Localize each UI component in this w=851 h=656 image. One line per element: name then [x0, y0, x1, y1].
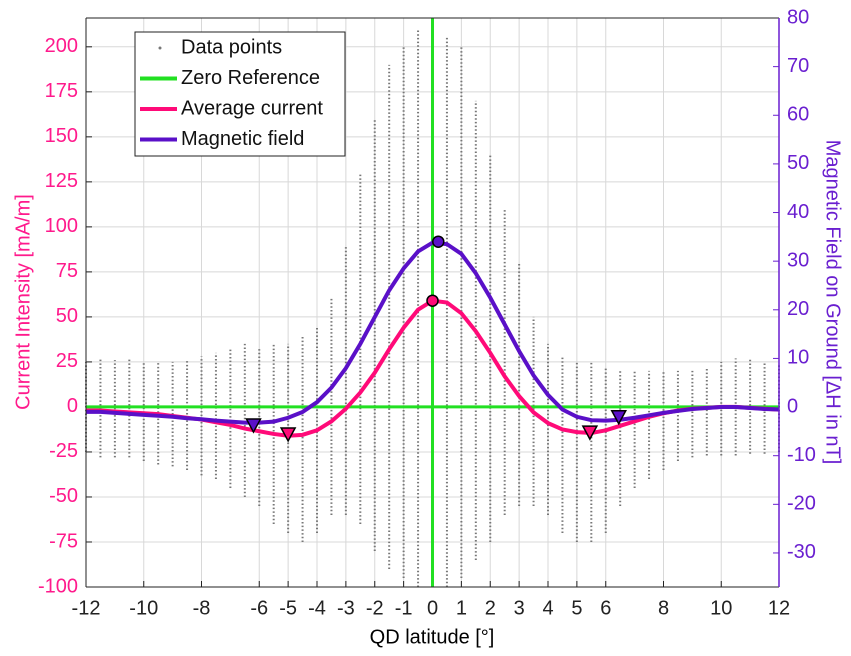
peak-marker: [432, 235, 445, 248]
x-tick-label: 12: [768, 597, 790, 619]
x-axis-label: QD latitude [°]: [370, 626, 495, 648]
x-tick-label: -4: [308, 597, 326, 619]
y2-tick-label: 30: [787, 249, 809, 271]
x-tick-label: 1: [456, 597, 467, 619]
x-tick-label: 8: [658, 597, 669, 619]
x-tick-label: 0: [427, 597, 438, 619]
y-tick-label: -100: [38, 575, 78, 597]
x-tick-label: -6: [250, 597, 268, 619]
y-tick-label: 0: [67, 395, 78, 417]
legend-label: Average current: [181, 97, 323, 119]
y-tick-label: 125: [45, 170, 78, 192]
y2-tick-label: -20: [787, 493, 816, 515]
y-tick-label: 200: [45, 35, 78, 57]
x-tick-label: -5: [279, 597, 297, 619]
peak-marker: [426, 294, 439, 307]
x-tick-label: 4: [542, 597, 553, 619]
y-tick-label: -25: [49, 440, 78, 462]
y2-tick-label: 60: [787, 104, 809, 126]
y2-tick-label: 70: [787, 55, 809, 77]
min-marker: [279, 427, 297, 443]
y-tick-label: 175: [45, 80, 78, 102]
y2-tick-label: -30: [787, 541, 816, 563]
x-tick-label: -8: [193, 597, 211, 619]
y2-axis-label: Magnetic Field on Ground [ΔH in nT]: [822, 140, 844, 465]
y2-tick-label: 0: [787, 395, 798, 417]
y-tick-label: 50: [56, 305, 78, 327]
min-marker: [581, 425, 599, 441]
legend-label: Magnetic field: [181, 128, 304, 150]
min-marker: [245, 418, 262, 434]
x-tick-label: -3: [337, 597, 355, 619]
y-tick-label: 150: [45, 125, 78, 147]
y2-tick-label: 10: [787, 347, 809, 369]
legend-label: Data points: [181, 36, 282, 58]
y-axis-label: Current Intensity [mA/m]: [12, 194, 34, 410]
y-tick-label: 75: [56, 260, 78, 282]
x-tick-label: 2: [485, 597, 496, 619]
y2-tick-label: 20: [787, 298, 809, 320]
y2-tick-label: -10: [787, 444, 816, 466]
y2-tick-label: 80: [787, 6, 809, 28]
y-tick-label: 100: [45, 215, 78, 237]
y-tick-label: 25: [56, 350, 78, 372]
y2-tick-label: 50: [787, 152, 809, 174]
y2-tick-label: 40: [787, 201, 809, 223]
x-tick-label: -12: [72, 597, 101, 619]
x-tick-label: -10: [129, 597, 158, 619]
legend-label: Zero Reference: [181, 67, 320, 89]
x-tick-label: 5: [571, 597, 582, 619]
x-tick-label: 10: [710, 597, 732, 619]
x-tick-label: 3: [514, 597, 525, 619]
legend-box: [134, 31, 346, 157]
x-tick-label: -2: [366, 597, 384, 619]
x-tick-label: -1: [395, 597, 413, 619]
y-tick-label: -50: [49, 485, 78, 507]
y-tick-label: -75: [49, 530, 78, 552]
min-marker: [610, 410, 627, 426]
x-tick-label: 6: [600, 597, 611, 619]
legend-key: [158, 46, 162, 50]
